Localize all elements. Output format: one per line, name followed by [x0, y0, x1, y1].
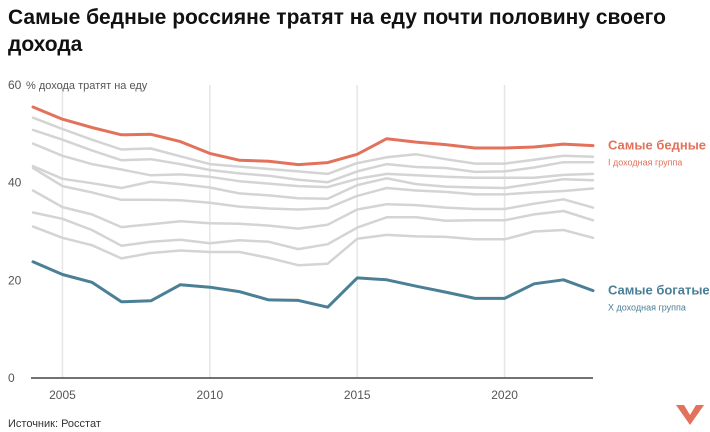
- series-lines: [31, 105, 595, 309]
- series-line-middle: [31, 142, 595, 189]
- series-line-middle: [31, 166, 595, 211]
- y-axis-label: % дохода тратят на еду: [26, 80, 148, 92]
- logo-shape: [676, 405, 704, 425]
- legend-series-name: Самые богатые: [608, 283, 710, 298]
- source-note: Источник: Росстат: [8, 418, 101, 430]
- y-tick-label: 40: [8, 176, 22, 190]
- y-tick-label: 0: [8, 371, 15, 385]
- x-tick-label: 2010: [196, 388, 223, 402]
- legend-series-sublabel: X доходная группа: [608, 303, 686, 313]
- legend-series-sublabel: I доходная группа: [608, 158, 682, 168]
- series-line-middle: [31, 164, 595, 201]
- series-line-highlight: [31, 260, 595, 309]
- y-tick-label: 20: [8, 273, 22, 287]
- x-tick-label: 2020: [491, 388, 518, 402]
- series-line-middle: [31, 189, 595, 230]
- series-line-middle: [31, 116, 595, 176]
- chart-title: Самые бедные россияне тратят на еду почт…: [8, 6, 666, 56]
- logo-icon: [676, 405, 704, 425]
- x-tick-label: 2015: [344, 388, 371, 402]
- axes: 2005 2010 2015 2020 0 20 40 60 % дохода тратят н…: [8, 78, 593, 402]
- series-line-middle: [31, 209, 595, 251]
- y-tick-label: 60: [8, 78, 22, 92]
- gridlines: [61, 85, 506, 378]
- legend: Самые бедные I доходная группа Самые богат…: [608, 138, 710, 313]
- series-line-middle: [31, 128, 595, 184]
- series-line-highlight: [31, 105, 595, 167]
- x-tick-label: 2005: [49, 388, 76, 402]
- series-line-middle: [31, 225, 595, 267]
- legend-series-name: Самые бедные: [608, 138, 706, 153]
